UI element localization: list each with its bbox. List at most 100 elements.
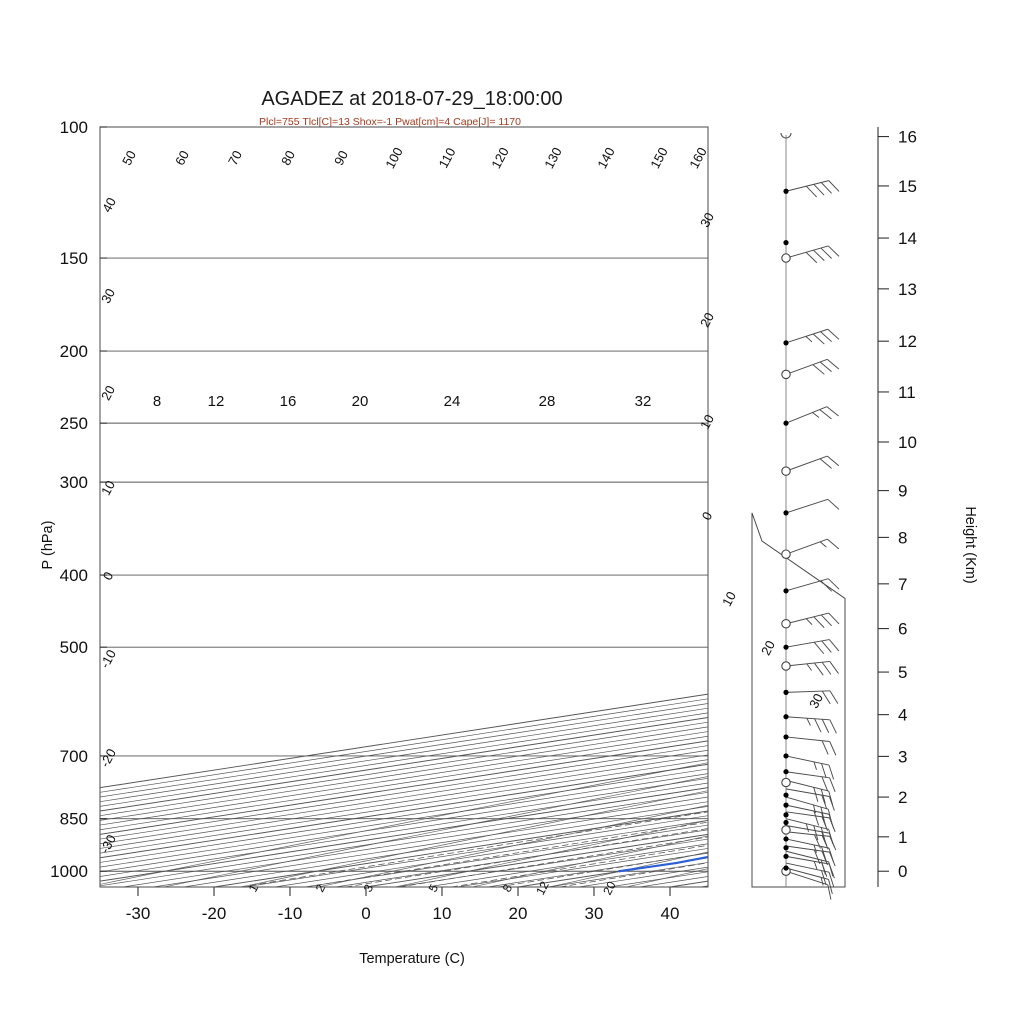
wind-barb bbox=[785, 867, 833, 894]
pressure-tick-label: 300 bbox=[60, 473, 88, 492]
isotherm-line bbox=[100, 777, 708, 873]
wind-level-marker bbox=[783, 819, 789, 826]
height-tick-label: 10 bbox=[898, 433, 917, 452]
isotherm-line bbox=[456, 848, 708, 887]
dry-adiabat-label: 120 bbox=[488, 145, 511, 171]
isotherm-line bbox=[487, 852, 708, 887]
mixing-ratio-label: 5 bbox=[426, 882, 442, 895]
wind-level-marker bbox=[783, 865, 789, 871]
temperature-tick-label: 40 bbox=[661, 904, 680, 923]
wind-level-marker bbox=[783, 812, 789, 818]
isotherm-label-outside: 10 bbox=[719, 589, 739, 609]
height-tick-label: 6 bbox=[898, 620, 907, 639]
wind-barb bbox=[785, 850, 834, 877]
height-tick-label: 16 bbox=[898, 128, 917, 147]
wind-barb bbox=[785, 716, 837, 734]
wind-barb bbox=[785, 736, 837, 756]
pressure-axis-title: P (hPa) bbox=[40, 521, 56, 570]
isotherm-line bbox=[100, 787, 708, 882]
dry-adiabat-line bbox=[858, 127, 1024, 887]
dry-adiabat-label: 130 bbox=[541, 145, 564, 171]
isotherm-label-mid: 8 bbox=[153, 393, 161, 410]
dry-adiabat-line bbox=[163, 776, 708, 887]
isotherm-label-right: 20 bbox=[697, 310, 717, 330]
wind-level-marker bbox=[783, 420, 789, 426]
wind-level-marker bbox=[781, 466, 791, 476]
isotherms-group bbox=[100, 127, 1024, 887]
wind-barb bbox=[785, 690, 839, 705]
temperature-tick-label: -10 bbox=[278, 904, 303, 923]
mixing-ratio-line bbox=[399, 836, 708, 887]
height-tick-label: 12 bbox=[898, 332, 917, 351]
dry-adiabat-line bbox=[471, 835, 708, 887]
mixing-ratio-line bbox=[451, 844, 708, 887]
height-tick-label: 5 bbox=[898, 663, 907, 682]
height-tick-label: 9 bbox=[898, 482, 907, 501]
wind-level-marker bbox=[783, 510, 789, 516]
isotherm-line bbox=[100, 735, 708, 831]
wind-level-marker bbox=[781, 777, 791, 788]
isotherm-label-left: 20 bbox=[98, 383, 118, 403]
dry-adiabat-label: 70 bbox=[225, 148, 245, 168]
temperature-tick-label: -30 bbox=[126, 904, 151, 923]
pressure-tick-label: 100 bbox=[60, 118, 88, 137]
mixing-ratio-label: 8 bbox=[500, 882, 516, 895]
wind-barb bbox=[785, 538, 840, 555]
isotherm-line bbox=[365, 833, 708, 887]
isotherm-line bbox=[100, 768, 708, 863]
isotherm-label-outside: 20 bbox=[758, 638, 778, 658]
height-tick-label: 1 bbox=[898, 828, 907, 847]
isotherm-line bbox=[100, 717, 708, 812]
dry-adiabat-label: 140 bbox=[594, 145, 617, 171]
isotherm-label-left: 0 bbox=[100, 569, 117, 582]
wind-barb bbox=[785, 818, 834, 844]
wind-level-marker bbox=[783, 644, 789, 650]
isotherm-line bbox=[100, 693, 708, 789]
pressure-axis-labels: 1000 850 700 500 400 300 250 200 150 100 bbox=[50, 118, 107, 881]
isotherm-line bbox=[100, 740, 708, 835]
plot-border bbox=[99, 126, 709, 888]
isotherm-label-mid: 28 bbox=[539, 393, 556, 410]
wind-level-marker bbox=[783, 188, 789, 194]
isotherm-line bbox=[100, 721, 708, 817]
height-tick-label: 8 bbox=[898, 528, 907, 547]
wind-level-marker bbox=[783, 792, 789, 798]
height-tick-label: 0 bbox=[898, 862, 907, 881]
mixing-ratio-lines-group bbox=[239, 811, 708, 887]
mixing-ratio-label: 12 bbox=[533, 879, 552, 898]
isotherm-line bbox=[761, 127, 1024, 887]
isotherm-label-mid: 24 bbox=[444, 393, 461, 410]
wind-barb bbox=[785, 779, 834, 806]
mixing-ratio-line bbox=[345, 828, 708, 887]
wind-level-marker bbox=[783, 853, 789, 859]
wind-barb bbox=[785, 838, 835, 863]
temperature-axis-title: Temperature (C) bbox=[359, 951, 465, 967]
temperature-tick-label: -20 bbox=[202, 904, 227, 923]
wind-barb bbox=[785, 755, 835, 780]
isotherm-line bbox=[100, 745, 708, 840]
dry-adiabat-line bbox=[100, 762, 708, 885]
wind-barb bbox=[785, 328, 840, 345]
isotherm-line bbox=[731, 127, 1024, 887]
dry-adiabat-label: 50 bbox=[119, 148, 139, 168]
pressure-tick-label: 250 bbox=[60, 414, 88, 433]
isotherm-line bbox=[100, 703, 708, 798]
isotherm-line bbox=[100, 698, 708, 793]
temperature-tick-label: 30 bbox=[585, 904, 604, 923]
temperature-tick-label: 20 bbox=[509, 904, 528, 923]
height-tick-label: 2 bbox=[898, 788, 907, 807]
wind-level-marker bbox=[783, 734, 789, 740]
isotherm-label-left: 10 bbox=[98, 478, 118, 498]
wind-level-marker bbox=[783, 588, 789, 594]
dry-adiabat-line bbox=[394, 819, 708, 887]
isotherm-line bbox=[100, 763, 708, 859]
wind-level-marker bbox=[783, 714, 789, 720]
wind-level-marker bbox=[783, 340, 789, 346]
mixing-ratio-label: 20 bbox=[600, 879, 619, 898]
isotherm-line bbox=[100, 707, 708, 803]
wind-barb bbox=[785, 406, 839, 424]
mixing-ratio-line bbox=[305, 821, 708, 887]
wind-level-marker bbox=[783, 836, 789, 842]
dry-adiabat-label: 150 bbox=[647, 145, 670, 171]
